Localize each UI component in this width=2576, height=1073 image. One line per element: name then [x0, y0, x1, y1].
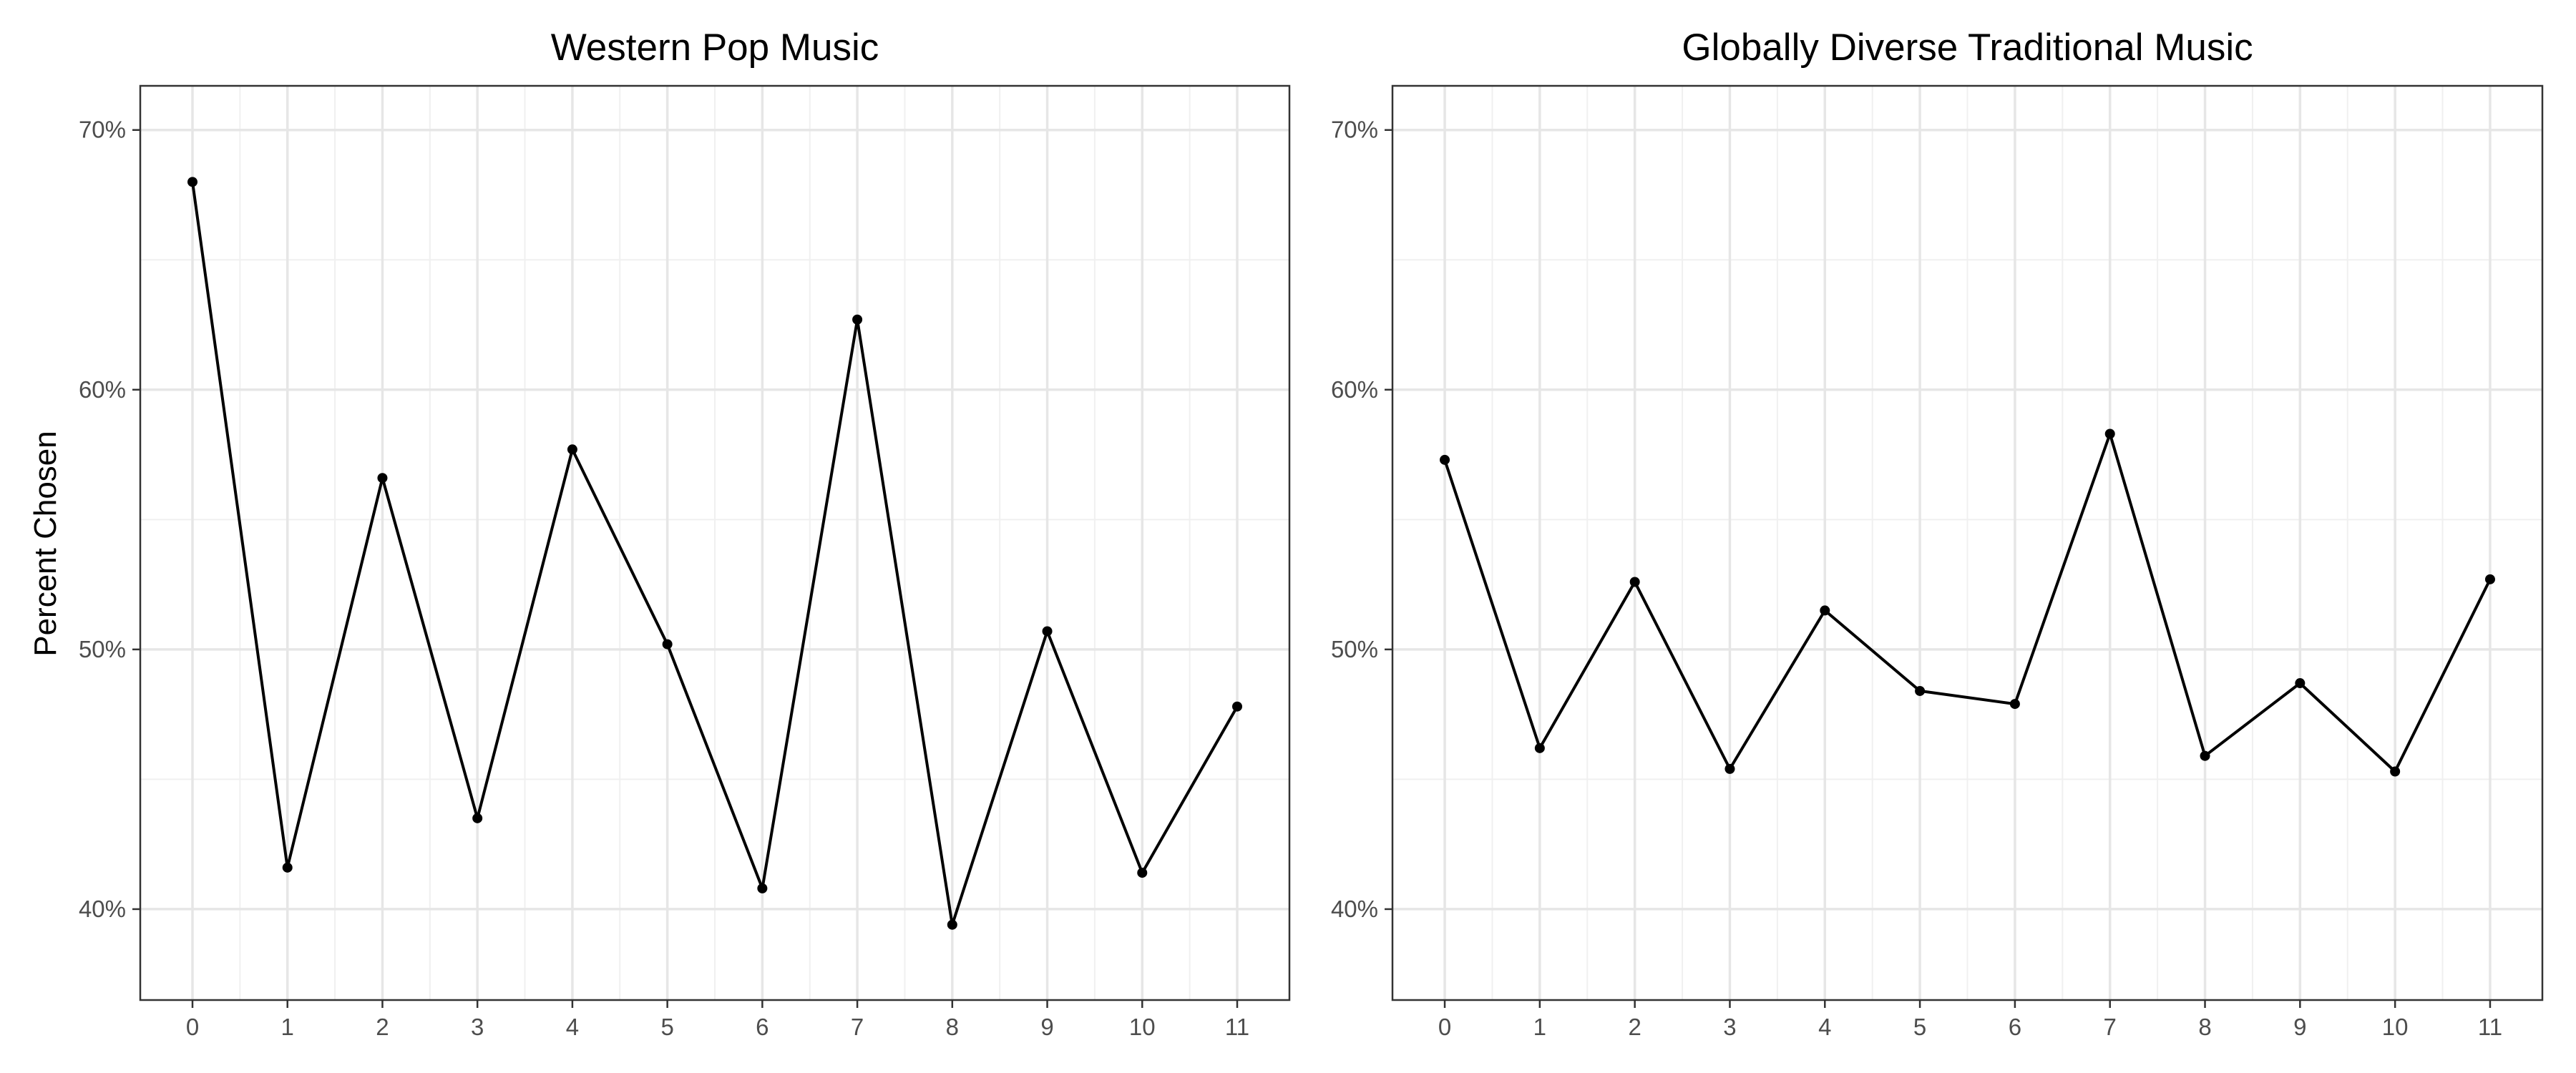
x-tick-label: 5 [1913, 1014, 1926, 1040]
data-point [662, 639, 673, 650]
x-tick-label: 5 [660, 1014, 673, 1040]
x-tick-label: 4 [1818, 1014, 1831, 1040]
data-point [1232, 701, 1242, 712]
panel-border [1391, 84, 2544, 1001]
x-tick-label: 6 [756, 1014, 769, 1040]
chart-panel-traditional: 0 1 2 3 4 5 6 7 8 9 10 11 40% 50% 60% 70% Globally Diver… [1331, 26, 2544, 1040]
y-axis-title: Percent Chosen [28, 431, 63, 657]
data-point [377, 473, 388, 484]
panel-title: Globally Diverse Traditional Music [1682, 26, 2253, 69]
y-tick-label: 70% [1331, 117, 1378, 143]
x-tick-label: 11 [2478, 1014, 2502, 1040]
data-point [567, 444, 577, 455]
x-tick-label: 7 [2104, 1014, 2117, 1040]
data-point [852, 314, 863, 325]
x-tick-label: 10 [1129, 1014, 1156, 1040]
data-point [1137, 868, 1148, 878]
data-point [2295, 678, 2306, 689]
x-tick-label: 3 [471, 1014, 484, 1040]
data-point [1820, 605, 1830, 616]
panel-title: Western Pop Music [551, 26, 879, 69]
x-tick-label: 8 [946, 1014, 959, 1040]
chart-panel-western-pop: 0 1 2 3 4 5 6 7 8 9 10 11 40% 50% 60% 70% Western Pop Mu… [79, 26, 1291, 1040]
y-tick-label: 60% [1331, 376, 1378, 403]
y-tick-label: 50% [79, 636, 126, 662]
data-point [1440, 454, 1450, 465]
x-tick-label: 9 [1040, 1014, 1053, 1040]
x-tick-label: 10 [2382, 1014, 2409, 1040]
data-point [282, 862, 293, 873]
x-tick-label: 3 [1723, 1014, 1736, 1040]
data-point [187, 177, 197, 187]
x-tick-label: 2 [376, 1014, 389, 1040]
x-tick-label: 9 [2293, 1014, 2306, 1040]
y-tick-label: 60% [79, 376, 126, 403]
data-point [1042, 626, 1053, 637]
data-point [2009, 699, 2020, 710]
x-tick-label: 8 [2198, 1014, 2211, 1040]
y-tick-label: 70% [79, 117, 126, 143]
x-tick-label: 0 [1438, 1014, 1451, 1040]
data-point [472, 813, 483, 823]
data-point [1915, 685, 1926, 696]
data-point [2104, 428, 2115, 439]
x-tick-label: 1 [281, 1014, 294, 1040]
panel-border [139, 84, 1291, 1001]
y-tick-label: 40% [1331, 896, 1378, 922]
data-point [2390, 766, 2401, 777]
x-tick-label: 6 [2009, 1014, 2021, 1040]
data-point [1724, 763, 1735, 774]
x-tick-label: 1 [1533, 1014, 1546, 1040]
x-tick-label: 7 [851, 1014, 864, 1040]
x-tick-label: 2 [1628, 1014, 1641, 1040]
series-line [191, 182, 1239, 926]
data-point [757, 883, 768, 893]
data-point [1629, 577, 1640, 587]
x-tick-label: 0 [186, 1014, 199, 1040]
data-point [947, 919, 957, 930]
y-tick-label: 50% [1331, 636, 1378, 662]
data-point [1534, 743, 1545, 753]
y-tick-label: 40% [79, 896, 126, 922]
x-tick-label: 11 [1225, 1014, 1249, 1040]
data-point [2484, 574, 2495, 584]
x-tick-label: 4 [566, 1014, 579, 1040]
series-line [1443, 432, 2492, 773]
data-point [2200, 750, 2210, 761]
